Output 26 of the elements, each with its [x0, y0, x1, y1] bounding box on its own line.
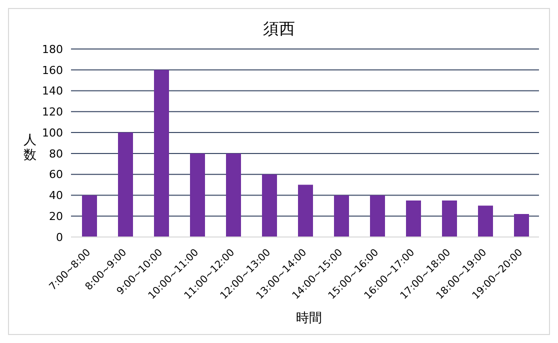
- bar: [226, 153, 241, 237]
- bar: [334, 195, 349, 237]
- y-tick-label: 100: [42, 126, 63, 140]
- y-tick-label: 180: [42, 42, 63, 56]
- bar: [478, 206, 493, 237]
- bar: [190, 153, 205, 237]
- y-tick-label: 60: [49, 168, 63, 182]
- bar: [118, 132, 133, 237]
- bar: [442, 200, 457, 237]
- y-tick-label: 0: [56, 230, 63, 244]
- y-tick-label: 120: [42, 106, 63, 119]
- bar: [262, 174, 277, 237]
- y-tick-label: 20: [49, 210, 63, 224]
- y-axis-title: 人数: [23, 133, 37, 163]
- bar: [514, 214, 529, 237]
- x-axis-title: 時間: [295, 310, 323, 327]
- y-tick-label: 160: [42, 64, 63, 77]
- y-tick-label: 40: [49, 189, 63, 202]
- bar: [298, 184, 313, 237]
- y-tick-label: 140: [42, 84, 63, 98]
- chart-title: 須西: [262, 19, 296, 40]
- bar: [82, 195, 97, 237]
- bar: [370, 195, 385, 237]
- bar: [154, 70, 169, 237]
- y-tick-label: 80: [49, 147, 63, 160]
- bar: [406, 200, 421, 237]
